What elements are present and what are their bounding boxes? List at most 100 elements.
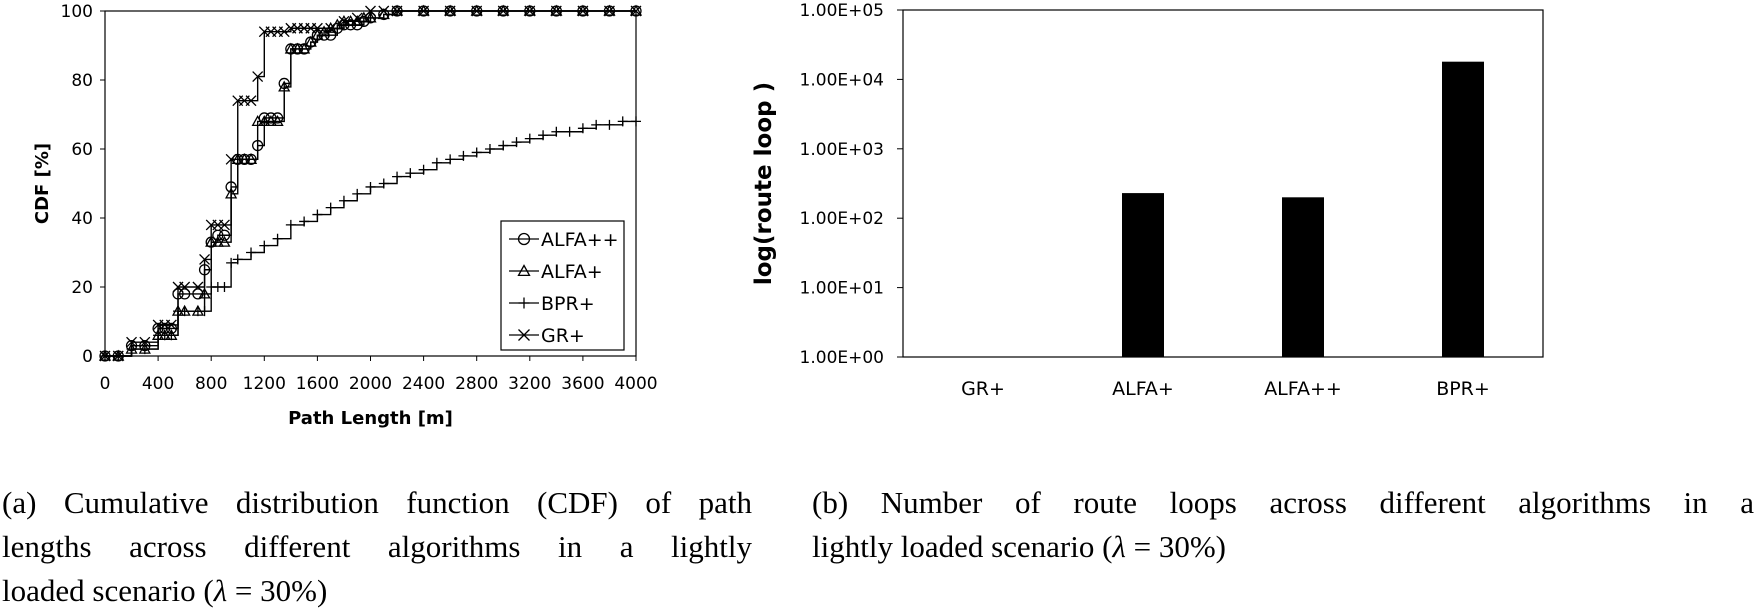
data-point — [631, 116, 641, 127]
data-point — [218, 235, 231, 247]
data-point — [471, 147, 482, 158]
data-point — [591, 119, 602, 130]
y-axis-label: CDF [%] — [32, 143, 53, 224]
series-bprp — [100, 116, 641, 361]
data-point — [112, 350, 124, 362]
data-point — [550, 5, 562, 17]
y-tick-label: 1.00E+01 — [800, 279, 884, 299]
data-point — [352, 188, 363, 199]
data-point — [418, 164, 429, 175]
y-tick-label: 1.00E+00 — [800, 348, 884, 368]
data-point — [271, 112, 284, 124]
data-point — [226, 257, 237, 268]
data-point — [577, 5, 589, 17]
data-point — [166, 330, 177, 341]
x-tick-label: 2800 — [455, 374, 498, 394]
lambda-symbol: λ — [213, 573, 228, 608]
data-point — [264, 115, 278, 127]
legend-box — [500, 220, 625, 351]
data-point — [304, 35, 317, 47]
data-point — [99, 350, 111, 362]
series-line — [105, 10, 636, 357]
caption-b-line-1: (b) Number of route loops across differe… — [812, 485, 1754, 520]
data-point — [405, 168, 416, 179]
data-point — [365, 5, 376, 17]
data-point — [192, 281, 204, 293]
y-tick-label: 100 — [61, 2, 93, 22]
x-tick-label: 1200 — [243, 374, 286, 394]
caption-a-line-1: (a) Cumulative distribution function (CD… — [2, 485, 752, 520]
data-point — [258, 112, 270, 124]
y-tick-label: 60 — [71, 140, 93, 160]
data-point — [238, 153, 251, 164]
caption-a-line-3: loaded scenario (λ = 30%) — [2, 573, 328, 608]
legend-label: BPR+ — [541, 293, 595, 315]
y-tick-label: 1.00E+05 — [800, 1, 884, 21]
data-point — [445, 154, 456, 165]
data-point — [165, 319, 177, 331]
data-point — [444, 5, 456, 17]
data-point — [259, 240, 270, 251]
data-point — [298, 42, 311, 54]
legend-label: ALFA+ — [541, 261, 603, 283]
data-point — [538, 130, 549, 141]
y-tick-label: 1.00E+02 — [800, 209, 884, 229]
data-point — [178, 288, 191, 300]
caption-b-line-2: lightly loaded scenario (λ = 30%) — [812, 529, 1227, 564]
data-point — [199, 253, 211, 265]
legend-label: ALFA++ — [541, 229, 619, 251]
data-point — [365, 181, 376, 192]
cdf-plot: 0 400 800 1200 1600 2000 2400 2800 3200 3600 40000… — [32, 2, 658, 429]
data-point — [577, 123, 588, 134]
y-axis-ticks: 0 20 40 60 80 100 — [61, 2, 105, 367]
data-point — [218, 229, 231, 241]
bar-alfap — [1122, 193, 1164, 357]
data-point — [272, 233, 283, 244]
series-grp — [99, 5, 642, 362]
data-point — [139, 344, 150, 355]
data-point — [232, 254, 243, 265]
data-point — [299, 216, 310, 227]
data-point — [511, 137, 522, 148]
data-point — [285, 219, 296, 230]
data-point — [219, 219, 230, 231]
x-tick-label: BPR+ — [1436, 378, 1490, 400]
data-point — [338, 15, 350, 27]
x-tick-label: ALFA++ — [1264, 378, 1342, 400]
x-axis-label: Path Length [m] — [288, 408, 453, 429]
data-point — [378, 5, 390, 17]
data-point — [211, 235, 224, 247]
x-tick-label: ALFA+ — [1112, 378, 1174, 400]
data-point — [244, 153, 258, 164]
data-point — [497, 5, 509, 17]
data-point — [179, 281, 191, 293]
data-point — [498, 140, 509, 151]
data-point — [245, 95, 257, 107]
legend-marker — [518, 329, 530, 341]
legend: ALFA++ ALFA+ BPR+ GR+ — [500, 220, 625, 351]
data-point — [179, 306, 190, 317]
data-point — [284, 42, 297, 54]
x-tick-label: 1600 — [296, 374, 339, 394]
x-tick-label: 400 — [142, 374, 174, 394]
data-point — [291, 42, 304, 54]
data-point — [192, 288, 204, 300]
data-point — [252, 71, 264, 83]
caption-a: (a) Cumulative distribution function (CD… — [2, 481, 752, 613]
data-point — [278, 80, 291, 92]
data-point — [212, 229, 224, 241]
data-point — [431, 157, 442, 168]
x-tick-label: 3600 — [561, 374, 604, 394]
bar-bprp — [1442, 61, 1484, 358]
caption-b: (b) Number of route loops across differe… — [812, 481, 1754, 569]
data-point — [126, 336, 138, 348]
legend-marker — [517, 264, 531, 277]
x-tick-label: 3200 — [508, 374, 551, 394]
data-point — [418, 5, 430, 17]
data-point — [251, 115, 264, 127]
data-point — [338, 195, 349, 206]
data-point — [604, 119, 615, 130]
data-point — [551, 126, 562, 137]
data-point — [271, 115, 284, 127]
